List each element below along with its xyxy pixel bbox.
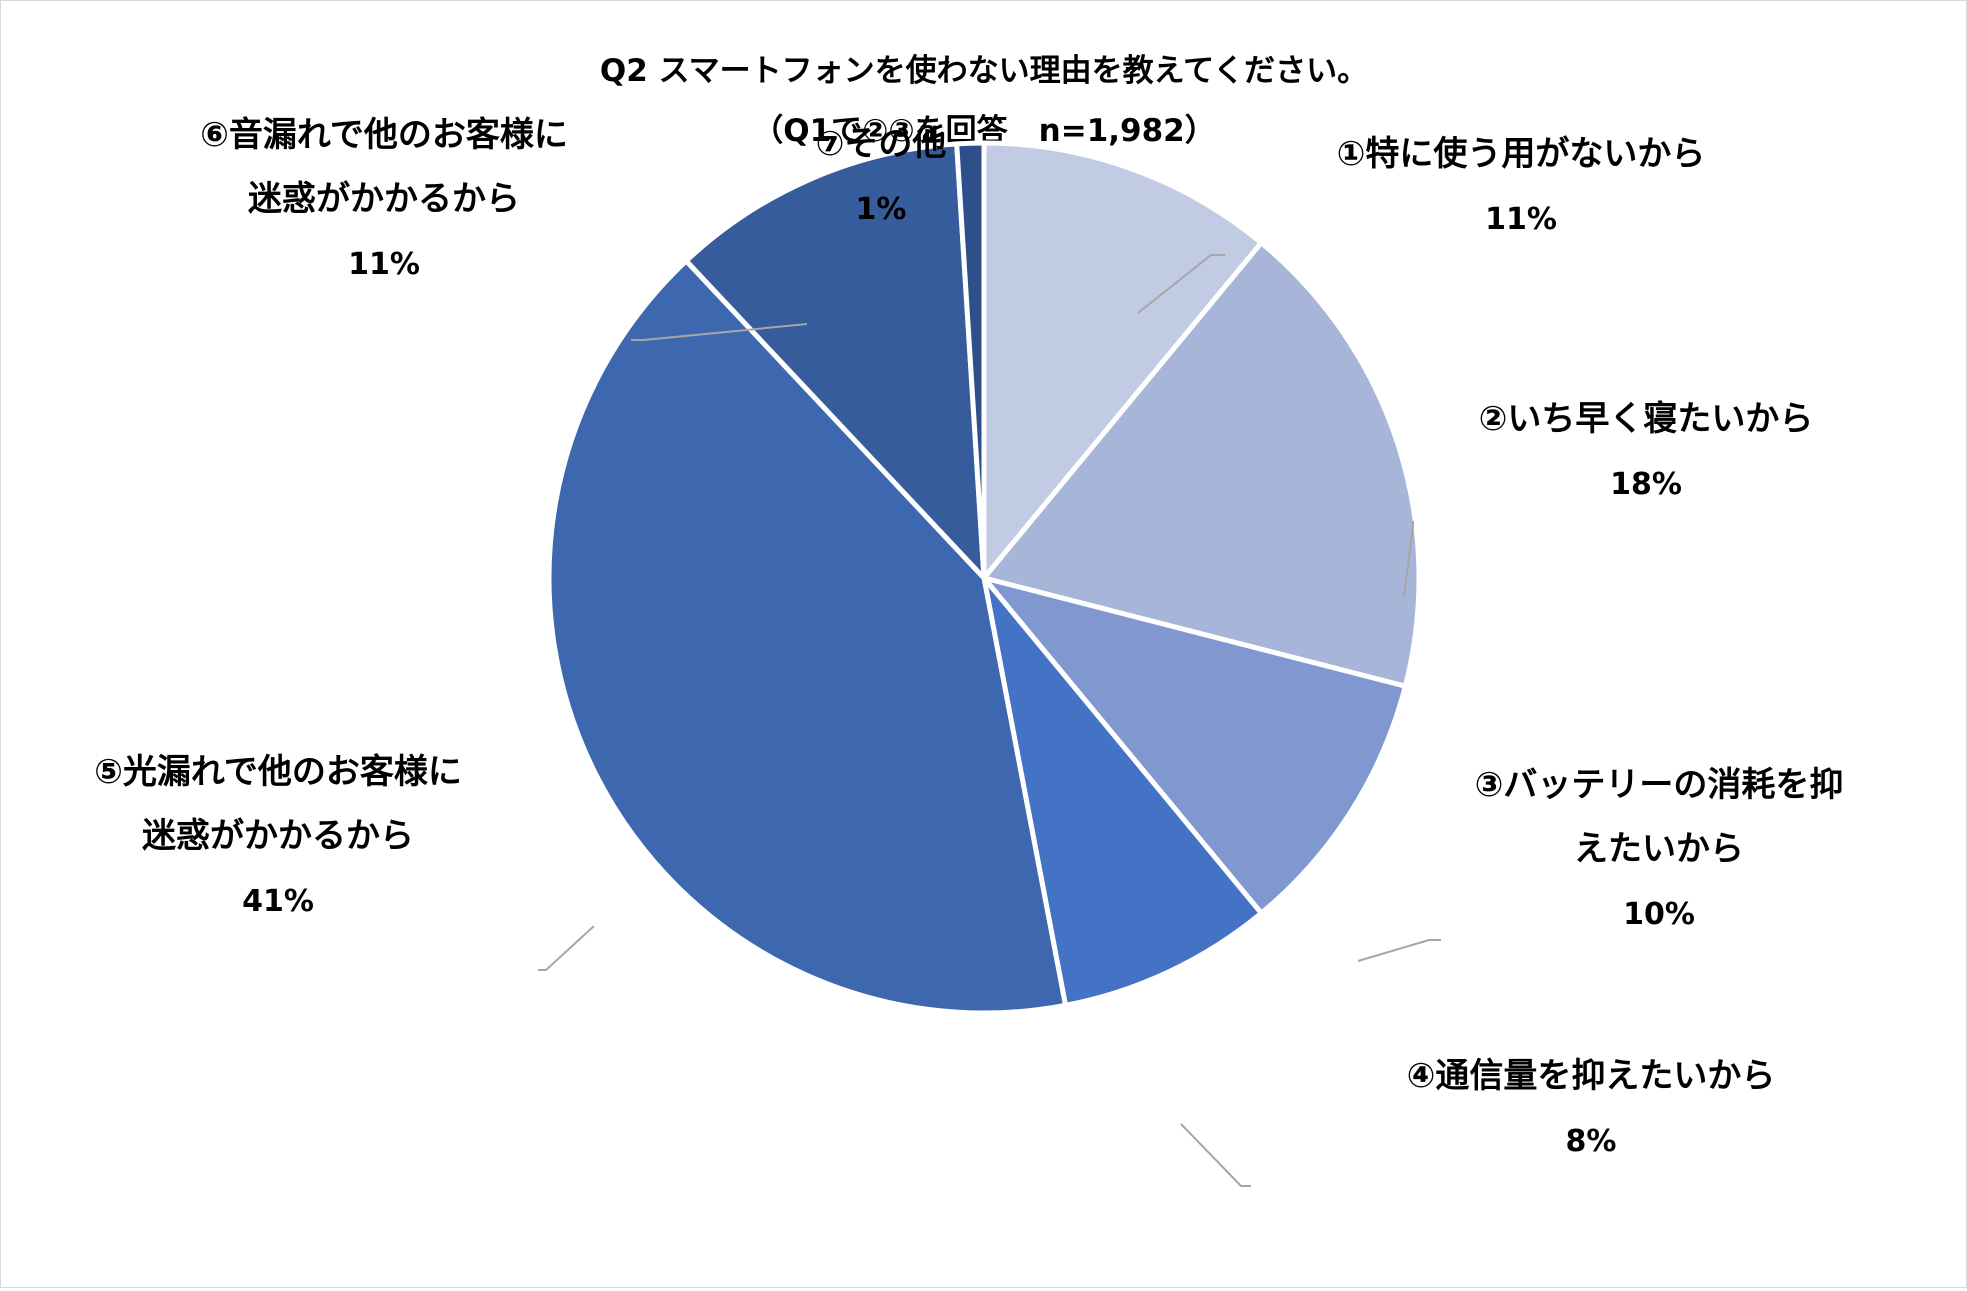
category-label-6: ⑥音漏れで他のお客様に [200, 115, 568, 155]
category-label-7: ⑦その他 [816, 124, 947, 164]
chart-title: Q2 スマートフォンを使わない理由を教えてください。 [600, 53, 1368, 89]
value-label-6: 11% [348, 247, 420, 282]
pie-slice-1 [981, 140, 1264, 581]
value-label-2: 18% [1610, 467, 1682, 502]
value-label-4: 8% [1566, 1124, 1617, 1159]
category-label-3: ③バッテリーの消耗を抑 [1475, 765, 1844, 805]
category-label-5: 迷惑がかかるから [142, 816, 414, 856]
leader-line-4 [1180, 1123, 1251, 1187]
category-label-3: えたいから [1574, 829, 1744, 869]
pie-slice-7 [954, 140, 987, 581]
leader-line-5 [538, 925, 595, 971]
data-labels: ①特に使う用がないから 11% ②いち早く寝たいから 18% ③バッテリーの消耗を抑えた… [94, 115, 1843, 1159]
category-label-2: ②いち早く寝たいから [1479, 399, 1814, 439]
value-label-3: 10% [1623, 897, 1695, 932]
category-label-4: ④通信量を抑えたいから [1407, 1056, 1776, 1096]
category-label-5: ⑤光漏れで他のお客様に [94, 752, 462, 792]
pie-slice-5 [546, 258, 1069, 1016]
pie-slice-2 [981, 240, 1422, 689]
leader-line-6 [631, 323, 808, 341]
pie-slice-3 [981, 575, 1408, 916]
value-label-5: 41% [242, 884, 314, 919]
category-label-6: 迷惑がかかるから [248, 179, 520, 219]
leader-lines [538, 254, 1441, 1187]
leader-line-1 [1137, 254, 1225, 314]
leader-line-2 [1403, 521, 1414, 598]
value-label-7: 1% [856, 192, 907, 227]
pie-slices [546, 140, 1422, 1016]
pie-slice-4 [981, 575, 1264, 1008]
pie-slice-6 [683, 141, 987, 581]
category-label-1: ①特に使う用がないから [1337, 134, 1706, 174]
leader-line-3 [1357, 939, 1441, 962]
value-label-1: 11% [1485, 202, 1557, 237]
